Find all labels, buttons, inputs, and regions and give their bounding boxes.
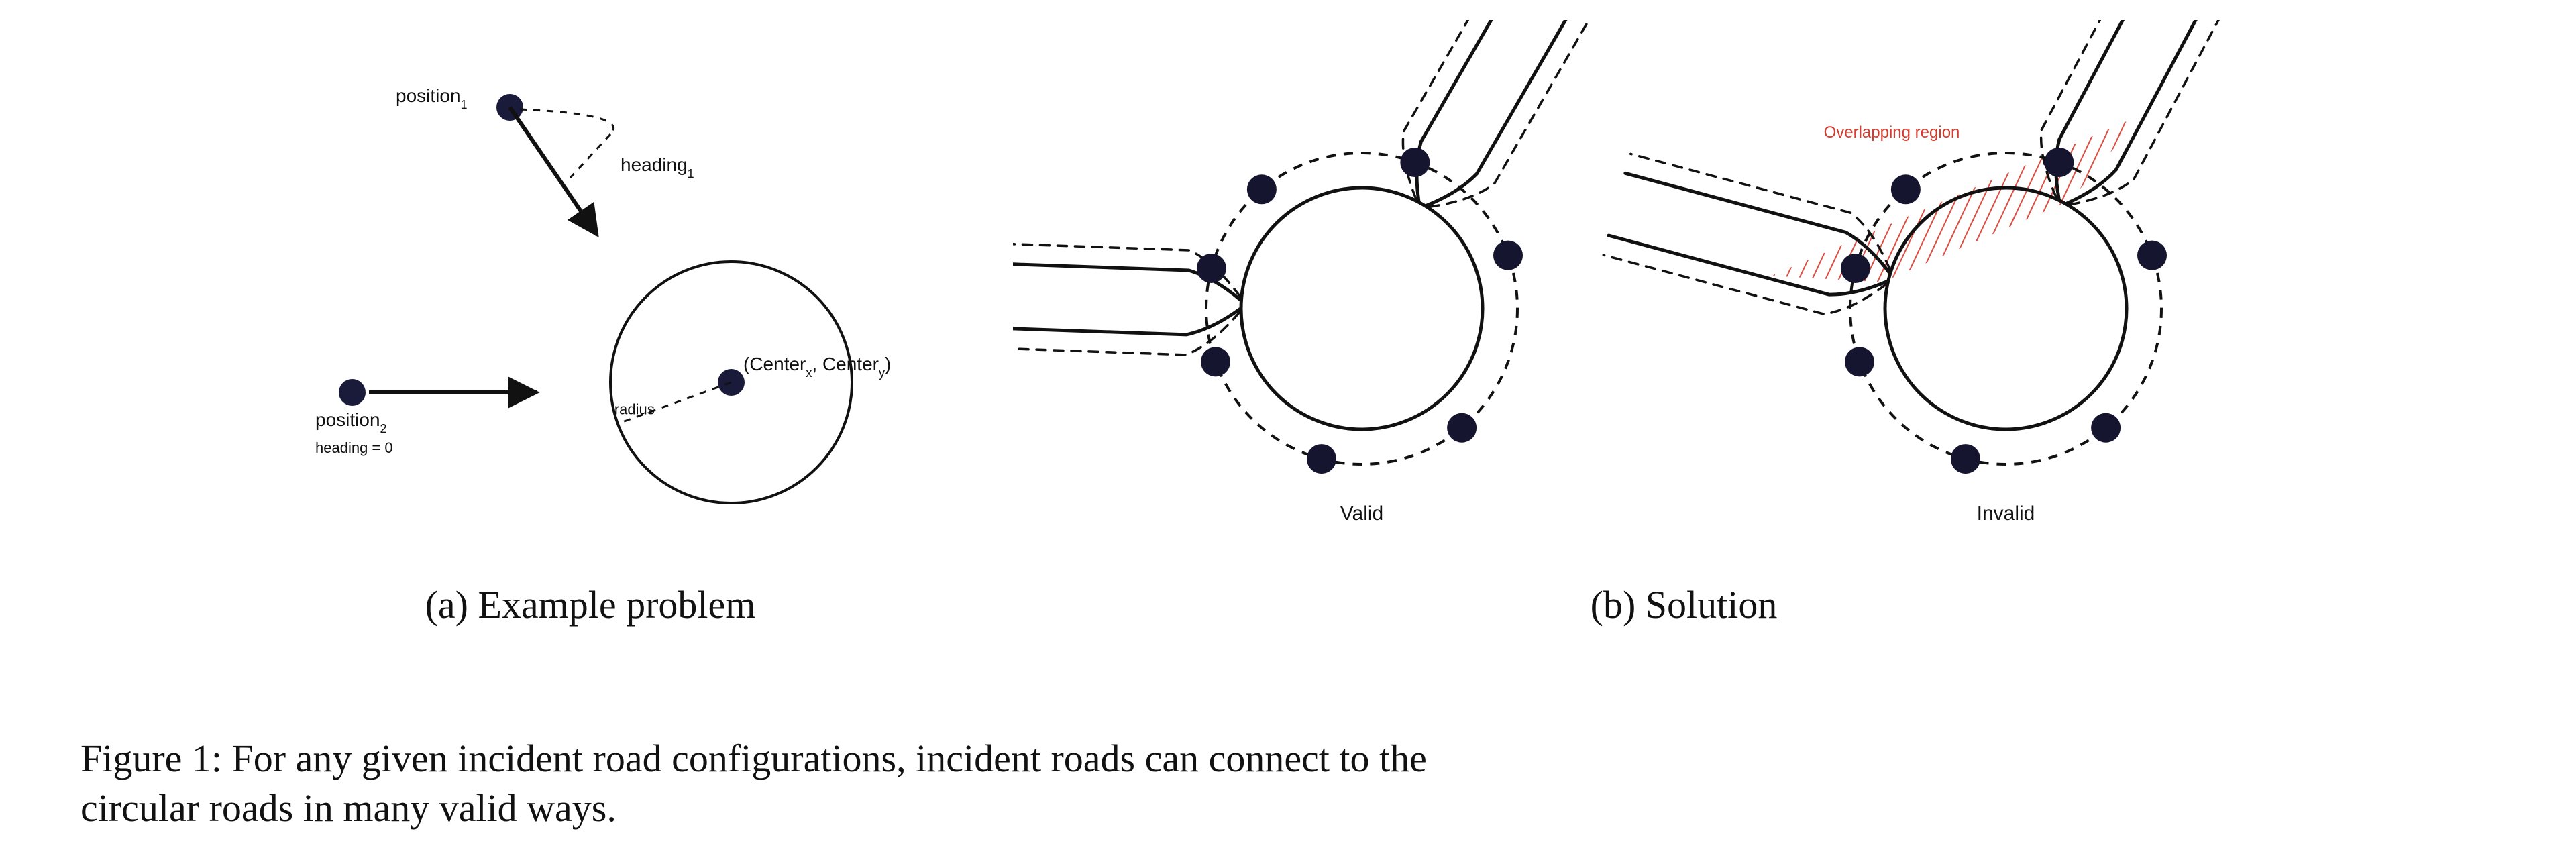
- svg-text:Invalid: Invalid: [1977, 502, 2035, 525]
- caption-line-1: Figure 1: For any given incident road co…: [80, 734, 2496, 784]
- panel-b: Valid Invalid Overlapping region (b) Solut…: [1013, 20, 2355, 627]
- svg-text:Valid: Valid: [1340, 502, 1383, 525]
- svg-text:heading1: heading1: [621, 154, 694, 180]
- caption-line-2: circular roads in many valid ways.: [80, 784, 2496, 833]
- svg-text:position2: position2: [315, 409, 387, 435]
- figure-panels: position1 heading1 position2 heading = 0 rad…: [0, 0, 2576, 627]
- panel-a: position1 heading1 position2 heading = 0 rad…: [221, 20, 959, 627]
- svg-text:radius: radius: [614, 401, 655, 418]
- svg-text:position1: position1: [396, 85, 468, 111]
- figure-caption: Figure 1: For any given incident road co…: [80, 734, 2496, 833]
- panel-b-caption: (b) Solution: [1591, 582, 1778, 627]
- panel-b-svg: Valid Invalid Overlapping region: [1013, 20, 2355, 570]
- panel-a-caption: (a) Example problem: [425, 582, 756, 627]
- svg-text:Overlapping region: Overlapping region: [1824, 123, 1960, 142]
- svg-text:(Centerx, Centery): (Centerx, Centery): [743, 354, 891, 380]
- svg-text:heading = 0: heading = 0: [315, 439, 393, 456]
- figure-1: position1 heading1 position2 heading = 0 rad…: [0, 0, 2576, 860]
- panel-a-svg: position1 heading1 position2 heading = 0 rad…: [221, 20, 959, 570]
